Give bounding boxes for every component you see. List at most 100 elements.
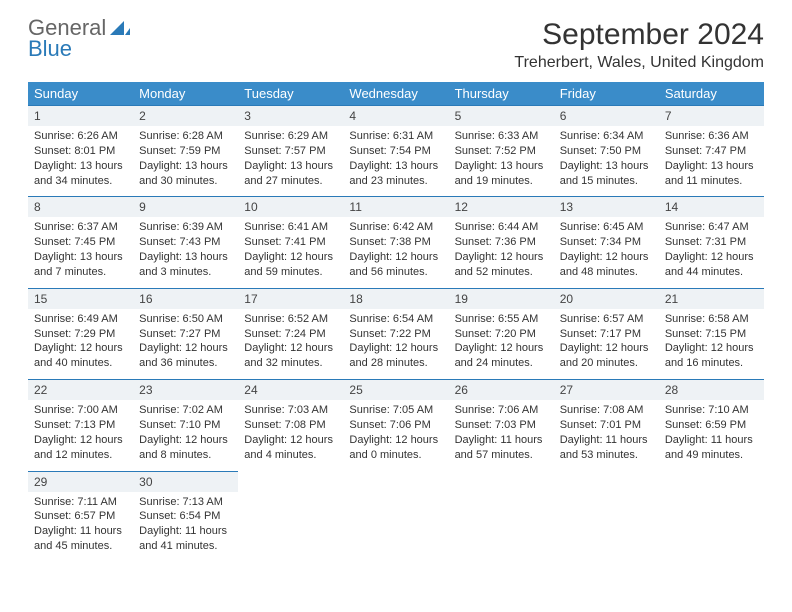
daynum-row: 891011121314	[28, 197, 764, 218]
day-details: Sunrise: 7:02 AMSunset: 7:10 PMDaylight:…	[133, 400, 238, 471]
detail-row: Sunrise: 7:11 AMSunset: 6:57 PM Daylight:…	[28, 492, 764, 562]
day-number: 30	[133, 471, 238, 492]
day-details: Sunrise: 6:31 AMSunset: 7:54 PMDaylight:…	[343, 126, 448, 197]
day-number: 11	[343, 197, 448, 218]
day-number: 21	[659, 288, 764, 309]
day-header-row: Sunday Monday Tuesday Wednesday Thursday…	[28, 82, 764, 106]
day-details: Sunrise: 6:39 AMSunset: 7:43 PMDaylight:…	[133, 217, 238, 288]
daylight-text: Daylight: 13 hours and 23 minutes.	[349, 159, 442, 189]
day-number: 9	[133, 197, 238, 218]
day-number: 29	[28, 471, 133, 492]
sunrise-text: Sunrise: 6:41 AM	[244, 220, 337, 235]
sunset-text: Sunset: 7:47 PM	[665, 144, 758, 159]
detail-row: Sunrise: 6:49 AMSunset: 7:29 PMDaylight:…	[28, 309, 764, 380]
daylight-text: Daylight: 12 hours and 16 minutes.	[665, 341, 758, 371]
sunrise-text: Sunrise: 6:39 AM	[139, 220, 232, 235]
sunset-text: Sunset: 7:22 PM	[349, 327, 442, 342]
daylight-text: Daylight: 11 hours and 53 minutes.	[560, 433, 653, 463]
sunset-text: Sunset: 7:13 PM	[34, 418, 127, 433]
sunset-text: Sunset: 6:54 PM	[139, 509, 232, 524]
day-details: Sunrise: 6:49 AMSunset: 7:29 PMDaylight:…	[28, 309, 133, 380]
daylight-text: Daylight: 13 hours and 7 minutes.	[34, 250, 127, 280]
day-details: Sunrise: 6:33 AMSunset: 7:52 PMDaylight:…	[449, 126, 554, 197]
day-details: Sunrise: 6:44 AMSunset: 7:36 PMDaylight:…	[449, 217, 554, 288]
sunset-text: Sunset: 7:45 PM	[34, 235, 127, 250]
empty-cell	[343, 471, 448, 492]
sunrise-text: Sunrise: 7:02 AM	[139, 403, 232, 418]
daylight-text: Daylight: 12 hours and 28 minutes.	[349, 341, 442, 371]
col-sunday: Sunday	[28, 82, 133, 106]
day-number: 15	[28, 288, 133, 309]
header: General Blue September 2024 Treherbert, …	[28, 18, 764, 72]
daylight-text: Daylight: 12 hours and 59 minutes.	[244, 250, 337, 280]
day-number: 14	[659, 197, 764, 218]
title-block: September 2024 Treherbert, Wales, United…	[514, 18, 764, 72]
day-number: 20	[554, 288, 659, 309]
sunset-text: Sunset: 7:15 PM	[665, 327, 758, 342]
col-wednesday: Wednesday	[343, 82, 448, 106]
sunrise-text: Sunrise: 6:28 AM	[139, 129, 232, 144]
sunset-text: Sunset: 7:24 PM	[244, 327, 337, 342]
empty-cell	[659, 492, 764, 562]
sunrise-text: Sunrise: 6:37 AM	[34, 220, 127, 235]
daylight-text: Daylight: 11 hours and 41 minutes.	[139, 524, 232, 554]
sunset-text: Sunset: 6:57 PM	[34, 509, 127, 524]
sunrise-text: Sunrise: 7:00 AM	[34, 403, 127, 418]
sunset-text: Sunset: 7:08 PM	[244, 418, 337, 433]
sunset-text: Sunset: 7:10 PM	[139, 418, 232, 433]
daylight-text: Daylight: 12 hours and 12 minutes.	[34, 433, 127, 463]
day-details: Sunrise: 6:54 AMSunset: 7:22 PMDaylight:…	[343, 309, 448, 380]
sunset-text: Sunset: 7:06 PM	[349, 418, 442, 433]
daylight-text: Daylight: 13 hours and 11 minutes.	[665, 159, 758, 189]
day-number: 27	[554, 380, 659, 401]
daylight-text: Daylight: 12 hours and 4 minutes.	[244, 433, 337, 463]
sunrise-text: Sunrise: 6:58 AM	[665, 312, 758, 327]
daynum-row: 15161718192021	[28, 288, 764, 309]
daylight-text: Daylight: 13 hours and 19 minutes.	[455, 159, 548, 189]
daynum-row: 22232425262728	[28, 380, 764, 401]
day-details: Sunrise: 6:36 AMSunset: 7:47 PMDaylight:…	[659, 126, 764, 197]
day-details: Sunrise: 6:47 AMSunset: 7:31 PMDaylight:…	[659, 217, 764, 288]
day-details: Sunrise: 7:05 AMSunset: 7:06 PMDaylight:…	[343, 400, 448, 471]
sunset-text: Sunset: 7:43 PM	[139, 235, 232, 250]
day-details: Sunrise: 6:57 AMSunset: 7:17 PMDaylight:…	[554, 309, 659, 380]
day-details: Sunrise: 6:26 AMSunset: 8:01 PMDaylight:…	[28, 126, 133, 197]
sunrise-text: Sunrise: 6:47 AM	[665, 220, 758, 235]
day-details: Sunrise: 6:34 AMSunset: 7:50 PMDaylight:…	[554, 126, 659, 197]
empty-cell	[343, 492, 448, 562]
day-details: Sunrise: 7:11 AMSunset: 6:57 PMDaylight:…	[28, 492, 133, 562]
sunset-text: Sunset: 7:01 PM	[560, 418, 653, 433]
sunrise-text: Sunrise: 6:49 AM	[34, 312, 127, 327]
detail-row: Sunrise: 7:00 AMSunset: 7:13 PMDaylight:…	[28, 400, 764, 471]
day-number: 13	[554, 197, 659, 218]
sunset-text: Sunset: 7:17 PM	[560, 327, 653, 342]
sunrise-text: Sunrise: 7:10 AM	[665, 403, 758, 418]
day-details: Sunrise: 6:50 AMSunset: 7:27 PMDaylight:…	[133, 309, 238, 380]
month-title: September 2024	[514, 18, 764, 52]
sunset-text: Sunset: 7:36 PM	[455, 235, 548, 250]
day-details: Sunrise: 7:03 AMSunset: 7:08 PMDaylight:…	[238, 400, 343, 471]
sunset-text: Sunset: 8:01 PM	[34, 144, 127, 159]
sunrise-text: Sunrise: 7:05 AM	[349, 403, 442, 418]
sunset-text: Sunset: 7:54 PM	[349, 144, 442, 159]
daynum-row: 2930	[28, 471, 764, 492]
day-number: 8	[28, 197, 133, 218]
sunrise-text: Sunrise: 7:11 AM	[34, 495, 127, 510]
day-number: 6	[554, 106, 659, 127]
sunrise-text: Sunrise: 6:31 AM	[349, 129, 442, 144]
logo: General Blue	[28, 18, 130, 60]
daylight-text: Daylight: 12 hours and 40 minutes.	[34, 341, 127, 371]
sunrise-text: Sunrise: 6:50 AM	[139, 312, 232, 327]
empty-cell	[449, 471, 554, 492]
sunset-text: Sunset: 7:41 PM	[244, 235, 337, 250]
daylight-text: Daylight: 12 hours and 0 minutes.	[349, 433, 442, 463]
empty-cell	[554, 492, 659, 562]
sunrise-text: Sunrise: 6:52 AM	[244, 312, 337, 327]
daynum-row: 1234567	[28, 106, 764, 127]
sunset-text: Sunset: 7:52 PM	[455, 144, 548, 159]
day-details: Sunrise: 6:37 AMSunset: 7:45 PMDaylight:…	[28, 217, 133, 288]
col-tuesday: Tuesday	[238, 82, 343, 106]
day-number: 5	[449, 106, 554, 127]
day-details: Sunrise: 7:06 AMSunset: 7:03 PMDaylight:…	[449, 400, 554, 471]
day-details: Sunrise: 6:29 AMSunset: 7:57 PMDaylight:…	[238, 126, 343, 197]
